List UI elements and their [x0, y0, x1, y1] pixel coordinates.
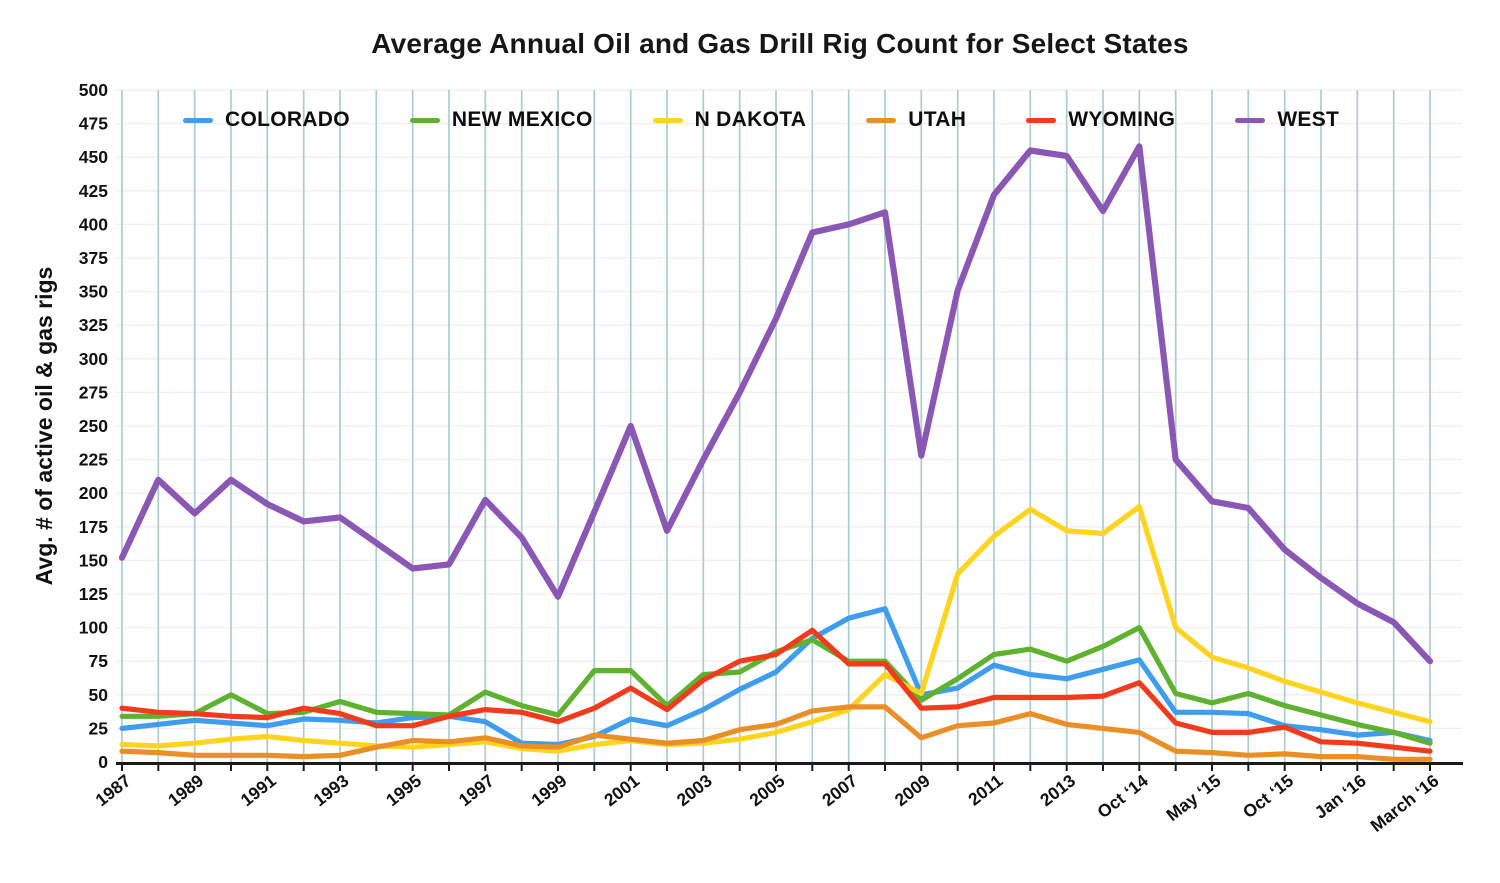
series-line-n-dakota [119, 504, 1433, 754]
legend-label-colorado: COLORADO [225, 108, 350, 131]
legend-swatch-utah [866, 117, 897, 123]
y-tick-label: 425 [79, 181, 108, 201]
legend-swatch-n-dakota [652, 117, 683, 123]
y-tick-label: 325 [79, 315, 108, 335]
x-tick-label: 1999 [527, 770, 570, 810]
x-tick-label: 2009 [891, 770, 934, 810]
legend-item-new-mexico: NEW MEXICO [409, 108, 593, 132]
x-tick-label: 1993 [309, 770, 352, 810]
legend-item-colorado: COLORADO [183, 108, 350, 132]
x-tick-label: 2005 [745, 770, 788, 810]
legend-item-n-dakota: N DAKOTA [652, 108, 807, 132]
series-line-utah [119, 704, 1433, 762]
legend: COLORADO NEW MEXICO N DAKOTA UTAH WYOMING WES… [183, 103, 1339, 137]
y-tick-label: 125 [79, 584, 108, 604]
x-tick-label: 2013 [1036, 770, 1079, 810]
x-tick-label: 1991 [237, 770, 280, 810]
y-tick-label: 375 [79, 248, 108, 268]
y-tick-label: 500 [79, 80, 108, 100]
x-tick-label: 2007 [818, 770, 861, 810]
x-tick-label: 1987 [91, 770, 134, 810]
legend-label-n-dakota: N DAKOTA [694, 108, 807, 131]
x-tick-label: 1995 [382, 770, 425, 810]
y-tick-label: 75 [89, 651, 109, 671]
series-line-west [118, 143, 1434, 665]
x-tick-label: May ‘15 [1162, 770, 1224, 825]
legend-item-utah: UTAH [866, 108, 966, 132]
legend-item-west: WEST [1235, 108, 1339, 132]
x-tick-label: Oct ‘15 [1239, 770, 1298, 822]
legend-swatch-west [1235, 117, 1266, 123]
legend-label-wyoming: WYOMING [1068, 108, 1176, 131]
x-tick-label: 2001 [600, 770, 643, 810]
series-line-colorado [119, 606, 1433, 748]
x-tick-label: March ‘16 [1367, 770, 1443, 836]
y-tick-label: 200 [79, 483, 108, 503]
y-tick-label: 450 [79, 147, 108, 167]
x-tick-label: Jan ‘16 [1311, 770, 1370, 822]
y-tick-label: 25 [89, 718, 109, 738]
y-tick-label: 225 [79, 450, 108, 470]
y-tick-label: 275 [79, 382, 108, 402]
legend-swatch-colorado [183, 117, 213, 123]
legend-label-new-mexico: NEW MEXICO [451, 108, 593, 131]
y-tick-label: 400 [79, 214, 108, 234]
y-tick-label: 475 [79, 114, 108, 134]
chart-title: Average Annual Oil and Gas Drill Rig Cou… [371, 28, 1189, 59]
y-tick-label: 350 [79, 282, 108, 302]
y-tick-label: 175 [79, 517, 108, 537]
x-tick-label: Oct ‘14 [1093, 770, 1152, 822]
y-tick-label: 250 [79, 416, 108, 436]
y-tick-label: 150 [79, 550, 108, 570]
x-tick-label: 2003 [673, 770, 716, 810]
y-tick-label: 50 [89, 685, 109, 705]
y-tick-label: 100 [79, 618, 108, 638]
x-tick-label: 1989 [164, 770, 207, 810]
legend-label-west: WEST [1277, 108, 1340, 131]
series-line-wyoming [119, 627, 1433, 754]
x-tick-label: 1997 [455, 770, 498, 810]
legend-label-utah: UTAH [908, 108, 967, 131]
legend-swatch-wyoming [1026, 117, 1057, 123]
y-tick-label: 0 [98, 752, 108, 772]
y-axis-title: Avg. # of active oil & gas rigs [31, 267, 57, 586]
y-tick-label: 300 [79, 349, 108, 369]
x-tick-label: 2011 [964, 770, 1006, 809]
legend-swatch-new-mexico [409, 117, 440, 123]
legend-item-wyoming: WYOMING [1026, 108, 1175, 132]
